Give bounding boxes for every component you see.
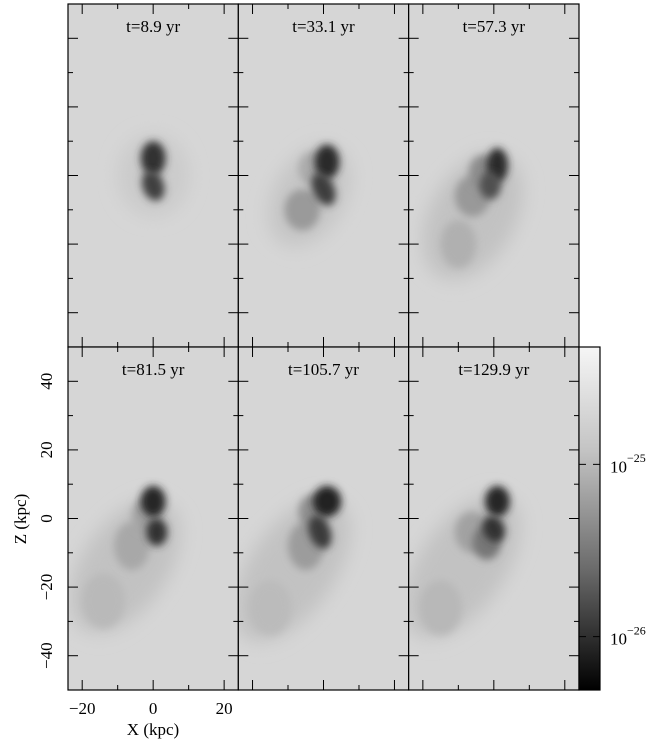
density-blob — [311, 173, 336, 206]
panel-title: t=129.9 yr — [458, 360, 529, 379]
density-blob — [146, 518, 168, 546]
y-tick-label: 20 — [37, 441, 56, 458]
panel — [238, 347, 409, 690]
density-blob — [479, 172, 501, 200]
x-tick-label: −20 — [69, 699, 96, 718]
density-blob — [312, 485, 342, 517]
panel-title: t=105.7 yr — [288, 360, 359, 379]
y-axis-label: Z (kpc) — [11, 494, 30, 545]
density-blob — [314, 144, 340, 179]
colorbar-tick-exponent: −26 — [627, 623, 646, 637]
panel — [408, 347, 579, 690]
y-tick-label: −20 — [37, 574, 56, 601]
density-blob — [419, 580, 462, 636]
panel — [408, 4, 579, 347]
colorbar-tick-exponent: −25 — [627, 451, 646, 465]
density-blob — [140, 141, 166, 176]
density-blob — [248, 580, 292, 636]
density-blob — [284, 189, 320, 231]
colorbar — [578, 346, 601, 691]
panel-title: t=33.1 yr — [292, 17, 355, 36]
density-blob — [114, 521, 150, 570]
density-blob — [140, 485, 166, 517]
panel — [68, 4, 239, 347]
x-axis-label: X (kpc) — [127, 720, 179, 739]
density-blob — [484, 485, 510, 517]
panel-title: t=8.9 yr — [126, 17, 180, 36]
panel — [238, 4, 409, 347]
panel-title: t=81.5 yr — [122, 360, 185, 379]
panel — [68, 347, 239, 690]
y-tick-label: 40 — [37, 373, 56, 390]
density-blob — [308, 515, 332, 549]
colorbar-tick-label: 10 — [610, 630, 627, 649]
density-blob — [440, 220, 477, 269]
x-tick-label: 0 — [149, 699, 158, 718]
density-blob — [482, 515, 506, 543]
colorbar-tick-label: 10 — [610, 457, 627, 476]
x-tick-label: 20 — [216, 699, 233, 718]
density-blob — [82, 573, 125, 629]
y-tick-label: −40 — [37, 642, 56, 669]
y-tick-label: 0 — [37, 514, 56, 523]
panel-title: t=57.3 yr — [463, 17, 526, 36]
density-blob — [141, 170, 165, 201]
